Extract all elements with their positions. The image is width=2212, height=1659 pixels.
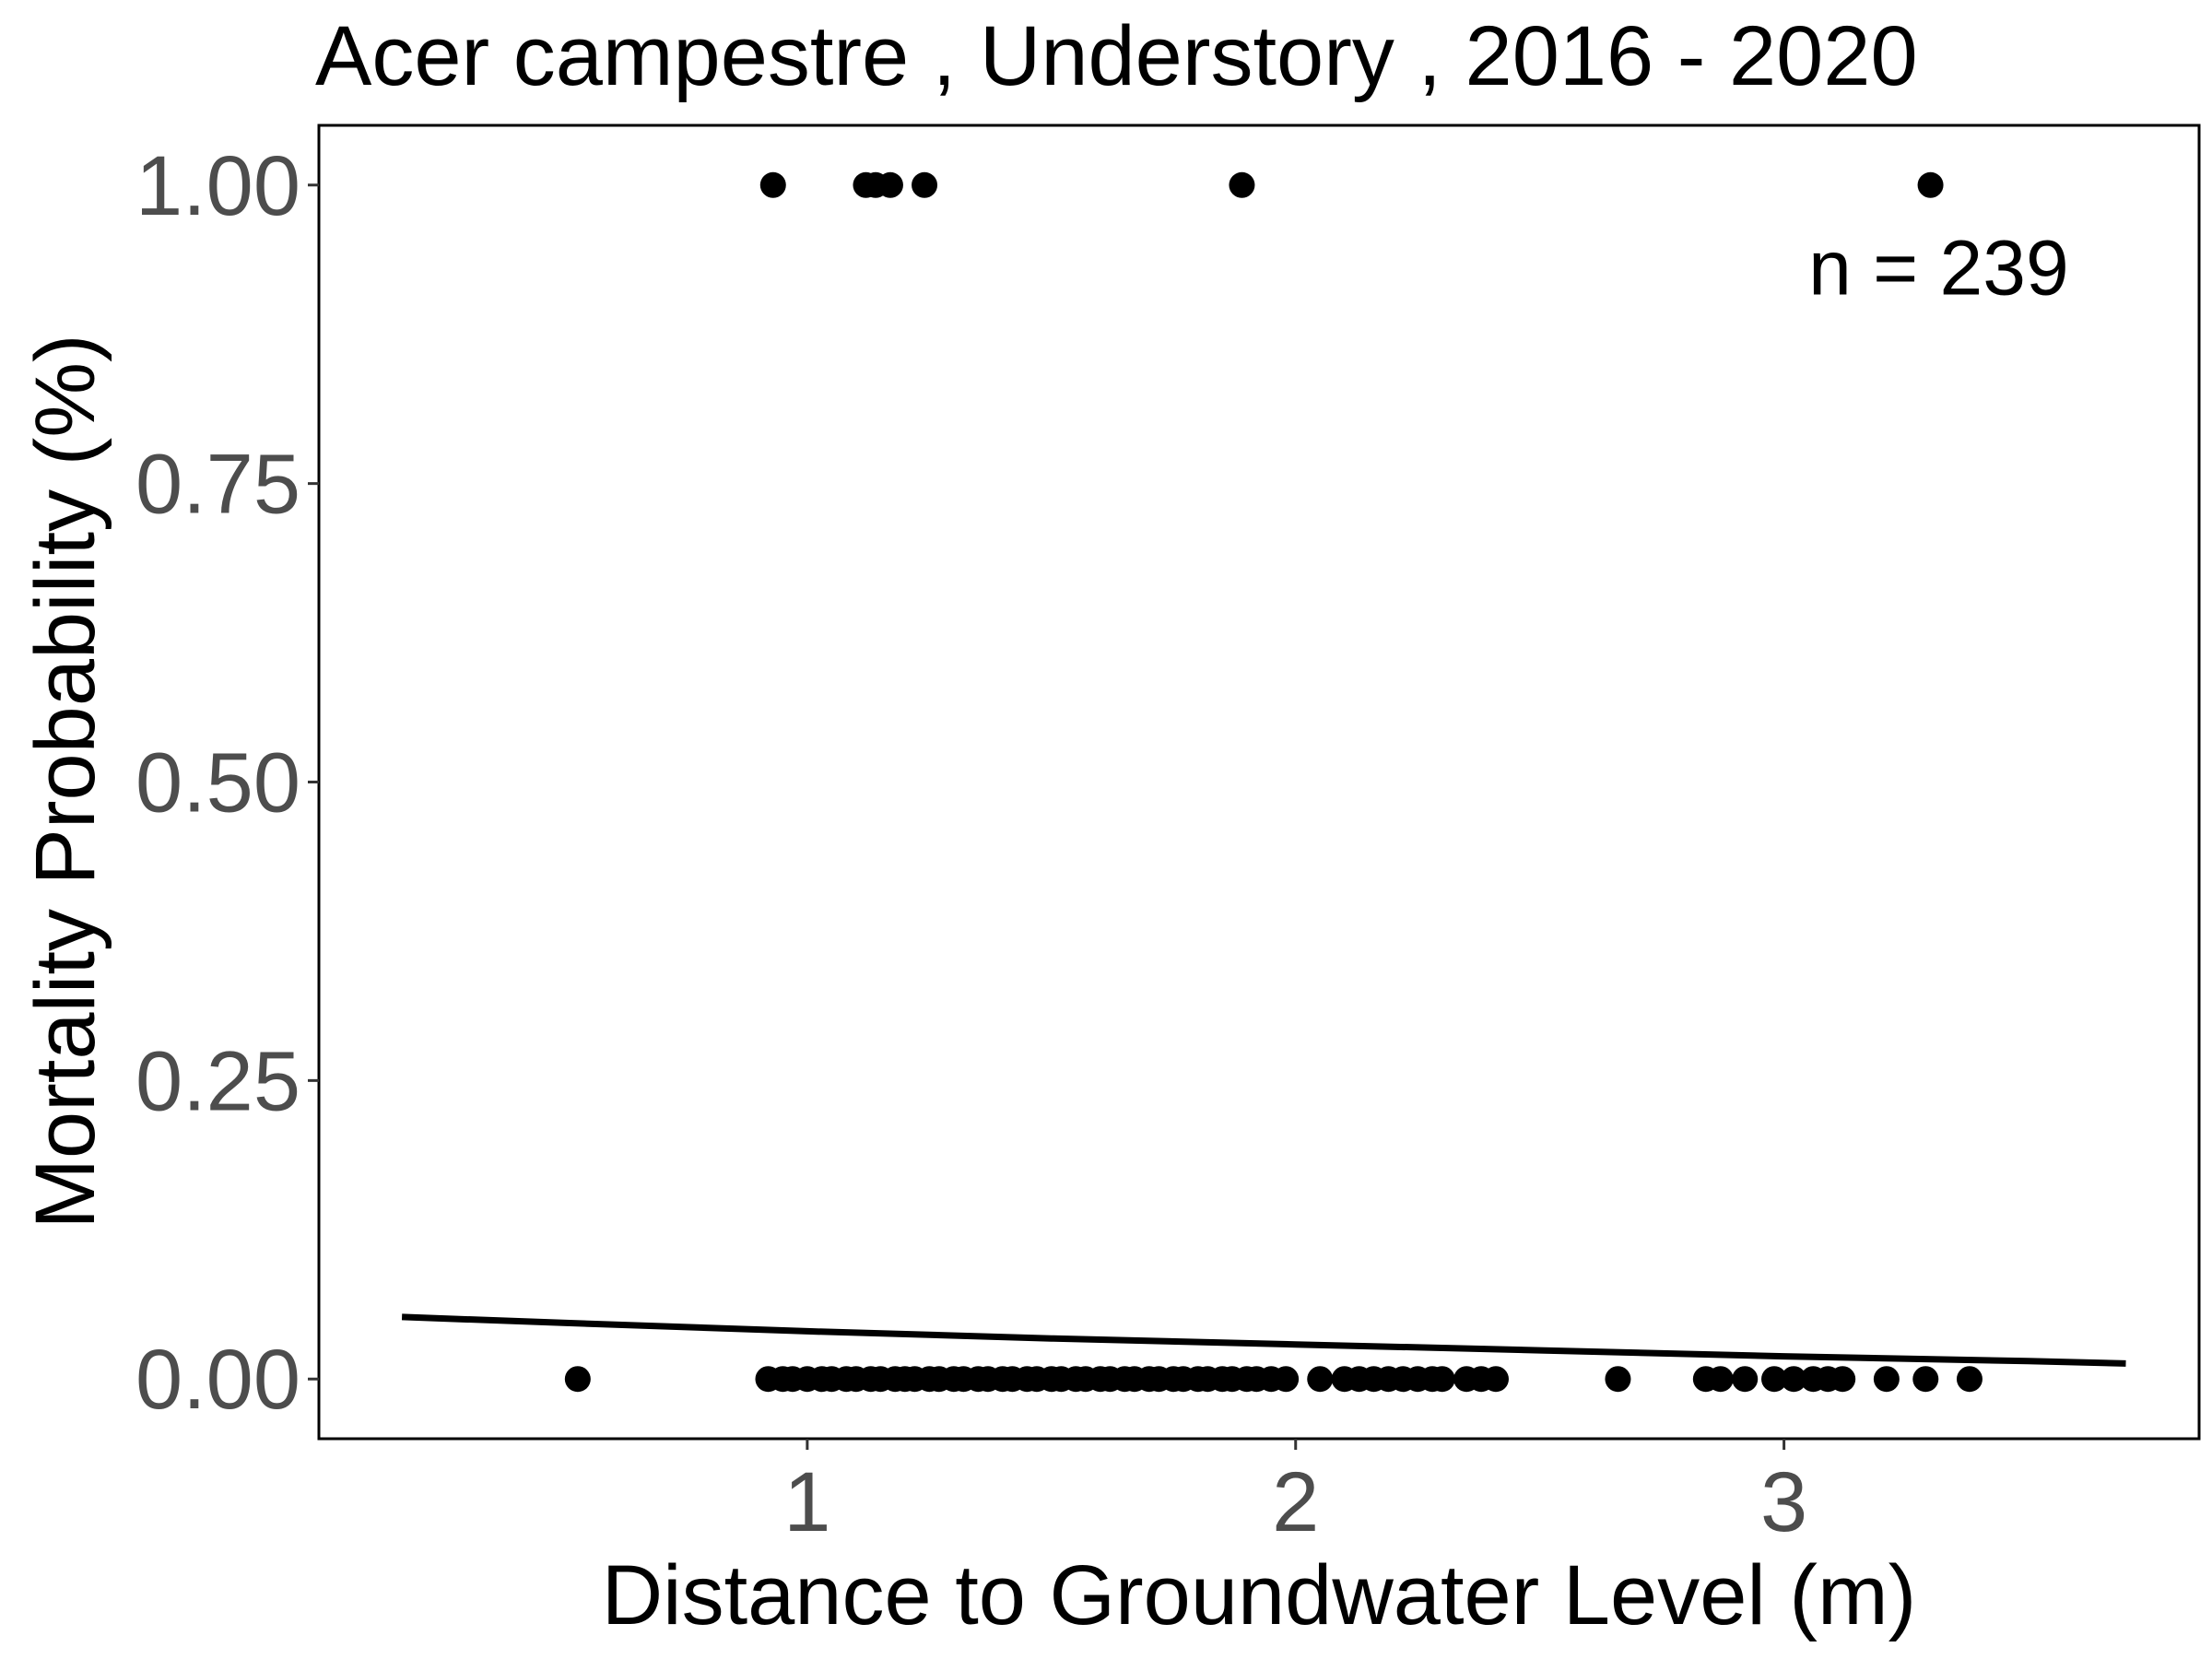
y-axis: 0.00 0.25 0.50 0.75 1.00 (135, 139, 319, 1427)
data-point (1912, 1366, 1939, 1393)
data-point (877, 171, 903, 198)
points-layer (564, 171, 1983, 1393)
chart-title: Acer campestre , Understory , 2016 - 202… (315, 9, 1918, 103)
data-point (1307, 1366, 1334, 1393)
x-tick-label: 1 (783, 1455, 830, 1549)
y-tick-label: 0.00 (135, 1333, 300, 1427)
plot-panel (317, 124, 2201, 1441)
y-tick-label: 0.75 (135, 438, 300, 532)
data-point (1605, 1366, 1631, 1393)
data-point (1830, 1366, 1856, 1393)
x-tick-label: 3 (1760, 1455, 1807, 1549)
data-point (1707, 1366, 1734, 1393)
fit-line (401, 1313, 2126, 1367)
data-point (1781, 1366, 1807, 1393)
sample-size-annotation: n = 239 (1808, 224, 2069, 311)
x-axis: 1 2 3 (783, 1439, 1807, 1549)
x-axis-title: Distance to Groundwater Level (m) (602, 1548, 1917, 1642)
x-tick-label: 2 (1272, 1455, 1319, 1549)
data-point (759, 171, 786, 198)
data-point (1732, 1366, 1759, 1393)
data-point (1229, 171, 1255, 198)
data-point (1273, 1366, 1300, 1393)
data-point (1873, 1366, 1900, 1393)
data-point (1429, 1366, 1455, 1393)
data-point (1761, 1366, 1788, 1393)
y-tick-label: 1.00 (135, 139, 300, 233)
data-point (1956, 1366, 1983, 1393)
data-point (564, 1366, 591, 1393)
data-point (912, 171, 938, 198)
y-tick-label: 0.25 (135, 1034, 300, 1128)
y-tick-label: 0.50 (135, 736, 300, 830)
data-point (1482, 1366, 1509, 1393)
y-axis-title: Mortality Probability (%) (18, 334, 112, 1229)
data-point (1917, 171, 1944, 198)
